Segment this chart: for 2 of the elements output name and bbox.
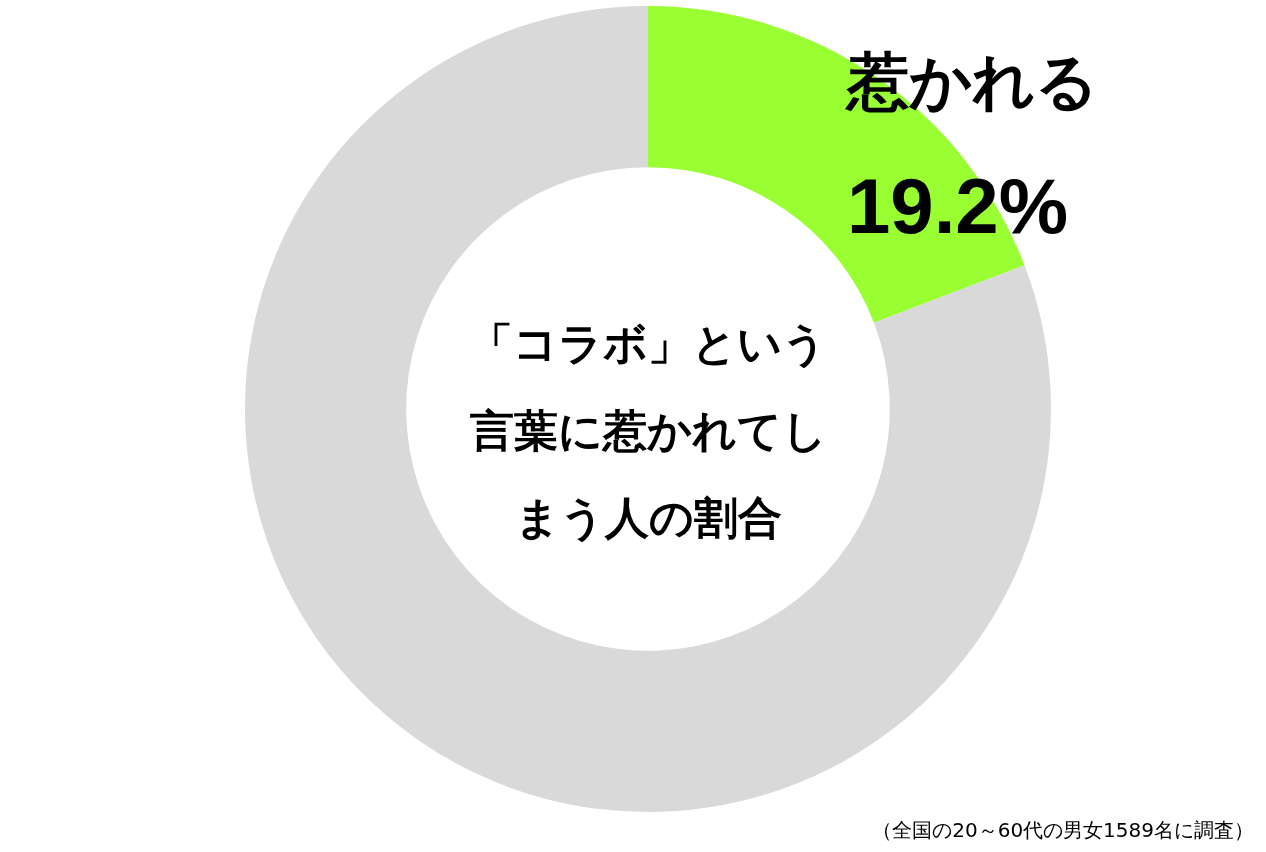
text: 「コラボ」という言葉に惹かれてしまう人の割合 [468,317,828,545]
text: （全国の20～60代の男女1589名に調査） [872,817,1254,844]
